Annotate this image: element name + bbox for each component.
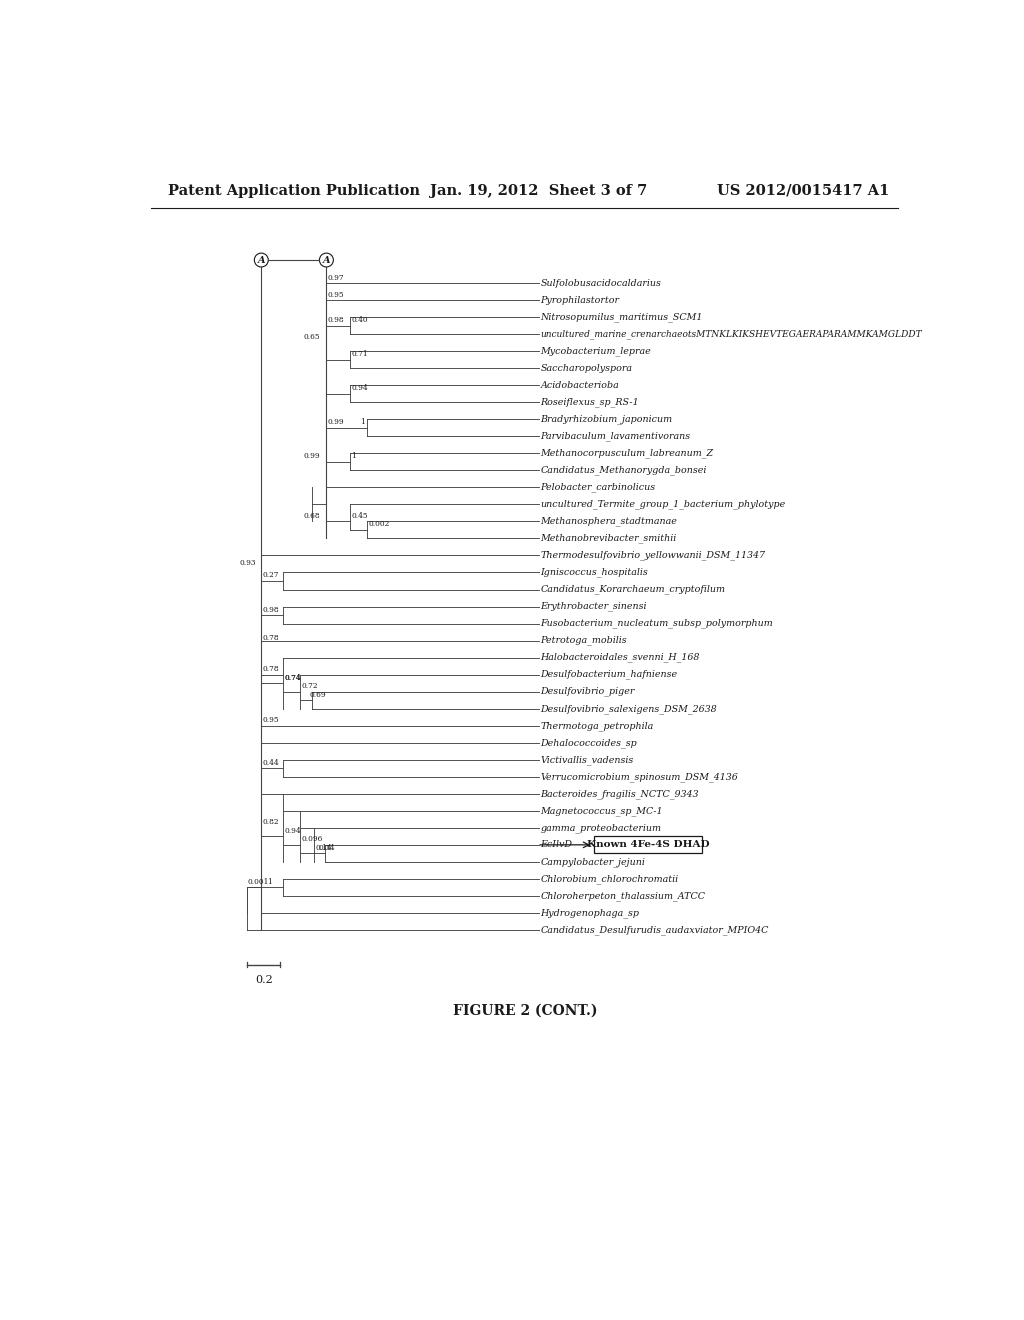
Text: 1: 1	[267, 878, 272, 886]
Text: 0.2: 0.2	[255, 975, 272, 985]
Text: Methanosphera_stadtmanae: Methanosphera_stadtmanae	[541, 516, 677, 527]
Text: 0.096: 0.096	[302, 836, 323, 843]
Text: gamma_proteobacterium: gamma_proteobacterium	[541, 822, 662, 833]
Text: Bacteroides_fragilis_NCTC_9343: Bacteroides_fragilis_NCTC_9343	[541, 789, 698, 799]
Text: Patent Application Publication: Patent Application Publication	[168, 183, 420, 198]
Text: 0.98: 0.98	[263, 606, 280, 614]
Text: Jan. 19, 2012  Sheet 3 of 7: Jan. 19, 2012 Sheet 3 of 7	[430, 183, 647, 198]
Text: A: A	[257, 256, 265, 264]
Text: 0.94: 0.94	[351, 384, 368, 392]
Text: 0.78: 0.78	[263, 635, 280, 643]
Text: uncultured_Termite_group_1_bacterium_phylotype: uncultured_Termite_group_1_bacterium_phy…	[541, 499, 785, 510]
Text: 0.93: 0.93	[240, 558, 256, 566]
Text: 0.34: 0.34	[318, 843, 335, 851]
Text: Known 4Fe-4S DHAD: Known 4Fe-4S DHAD	[587, 840, 710, 849]
Text: Roseiflexus_sp_RS-1: Roseiflexus_sp_RS-1	[541, 397, 639, 407]
FancyBboxPatch shape	[594, 837, 702, 853]
Text: Acidobacterioba: Acidobacterioba	[541, 380, 620, 389]
Text: Methanobrevibacter_smithii: Methanobrevibacter_smithii	[541, 533, 677, 544]
Text: uncultured_marine_crenarchaeotsMTNKLKIKSHEVTEGAERAPARAMMKAMGLDDT: uncultured_marine_crenarchaeotsMTNKLKIKS…	[541, 330, 922, 339]
Text: Desulfobacterium_hafniense: Desulfobacterium_hafniense	[541, 669, 678, 680]
Text: Victivallis_vadensis: Victivallis_vadensis	[541, 755, 634, 764]
Text: 0.74: 0.74	[285, 673, 301, 681]
Text: 0.78: 0.78	[263, 665, 280, 673]
Text: Candidatus_Korarchaeum_cryptofilum: Candidatus_Korarchaeum_cryptofilum	[541, 585, 725, 594]
Text: Candidatus_Methanorygda_bonsei: Candidatus_Methanorygda_bonsei	[541, 466, 707, 475]
Text: Igniscoccus_hospitalis: Igniscoccus_hospitalis	[541, 568, 648, 577]
Text: 0.40: 0.40	[351, 317, 368, 325]
Text: FIGURE 2 (CONT.): FIGURE 2 (CONT.)	[453, 1003, 597, 1018]
Text: Magnetococcus_sp_MC-1: Magnetococcus_sp_MC-1	[541, 807, 663, 816]
Text: Hydrogenophaga_sp: Hydrogenophaga_sp	[541, 908, 639, 917]
Text: 0.65: 0.65	[303, 333, 319, 341]
Text: 0.001: 0.001	[248, 878, 268, 886]
Text: Desulfovibrio_piger: Desulfovibrio_piger	[541, 686, 635, 697]
Text: 0.68: 0.68	[303, 512, 319, 520]
Text: 0.99: 0.99	[328, 418, 344, 426]
Text: 1: 1	[360, 418, 366, 426]
Text: 0.14: 0.14	[315, 843, 332, 851]
Text: 0.72: 0.72	[302, 682, 318, 690]
Text: Verrucomicrobium_spinosum_DSM_4136: Verrucomicrobium_spinosum_DSM_4136	[541, 772, 738, 781]
Text: 0.71: 0.71	[351, 350, 368, 358]
Text: Fusobacterium_nucleatum_subsp_polymorphum: Fusobacterium_nucleatum_subsp_polymorphu…	[541, 619, 773, 628]
Text: Sulfolobusacidocaldarius: Sulfolobusacidocaldarius	[541, 279, 662, 288]
Text: 1: 1	[351, 453, 356, 461]
Text: 0.002: 0.002	[369, 520, 389, 528]
Text: Pyrophilastortor: Pyrophilastortor	[541, 296, 620, 305]
Text: Erythrobacter_sinensi: Erythrobacter_sinensi	[541, 602, 647, 611]
Text: 0.69: 0.69	[309, 690, 326, 698]
Text: 0.97: 0.97	[328, 273, 344, 281]
Text: Pelobacter_carbinolicus: Pelobacter_carbinolicus	[541, 483, 655, 492]
Text: 0.74: 0.74	[285, 673, 301, 681]
Text: Candidatus_Desulfurudis_audaxviator_MPIO4C: Candidatus_Desulfurudis_audaxviator_MPIO…	[541, 925, 769, 935]
Text: Nitrosopumilus_maritimus_SCM1: Nitrosopumilus_maritimus_SCM1	[541, 313, 702, 322]
Text: Halobacteroidales_svenni_H_168: Halobacteroidales_svenni_H_168	[541, 653, 699, 663]
Text: Campylobacter_jejuni: Campylobacter_jejuni	[541, 857, 645, 867]
Text: 0.94: 0.94	[285, 826, 301, 834]
Text: A: A	[323, 256, 330, 264]
Text: Parvibaculum_lavamentivorans: Parvibaculum_lavamentivorans	[541, 432, 690, 441]
Text: 0.44: 0.44	[263, 759, 280, 767]
Text: Methanocorpusculum_labreanum_Z: Methanocorpusculum_labreanum_Z	[541, 449, 714, 458]
Text: Chloroherpeton_thalassium_ATCC: Chloroherpeton_thalassium_ATCC	[541, 891, 706, 900]
Text: Mycobacterium_leprae: Mycobacterium_leprae	[541, 346, 651, 356]
Text: 0.27: 0.27	[263, 572, 280, 579]
Text: 0.95: 0.95	[328, 290, 344, 298]
Text: US 2012/0015417 A1: US 2012/0015417 A1	[717, 183, 890, 198]
Text: EcIlvD: EcIlvD	[541, 841, 572, 849]
Text: 0.95: 0.95	[263, 717, 280, 725]
Text: Bradyrhizobium_japonicum: Bradyrhizobium_japonicum	[541, 414, 673, 424]
Text: Saccharopolyspora: Saccharopolyspora	[541, 364, 632, 372]
Text: Dehalococcoides_sp: Dehalococcoides_sp	[541, 738, 637, 747]
Text: 0.82: 0.82	[263, 818, 280, 826]
Text: 0.45: 0.45	[351, 512, 368, 520]
Text: 0.98: 0.98	[328, 317, 344, 325]
Text: Desulfovibrio_salexigens_DSM_2638: Desulfovibrio_salexigens_DSM_2638	[541, 704, 717, 714]
Text: Petrotoga_mobilis: Petrotoga_mobilis	[541, 636, 627, 645]
Text: Thermotoga_petrophila: Thermotoga_petrophila	[541, 721, 653, 730]
Text: Thermodesulfovibrio_yellowwanii_DSM_11347: Thermodesulfovibrio_yellowwanii_DSM_1134…	[541, 550, 765, 560]
Text: 0.99: 0.99	[303, 453, 319, 461]
Text: Chlorobium_chlorochromatii: Chlorobium_chlorochromatii	[541, 874, 679, 883]
